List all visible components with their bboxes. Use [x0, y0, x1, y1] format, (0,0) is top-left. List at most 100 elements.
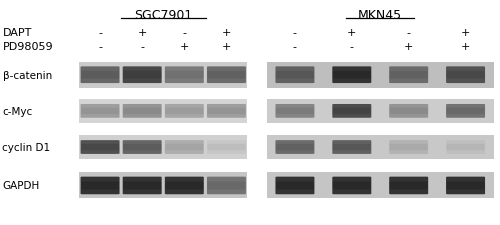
Bar	[248, 62, 266, 88]
Bar	[266, 62, 494, 88]
FancyBboxPatch shape	[123, 182, 161, 190]
FancyBboxPatch shape	[389, 104, 428, 118]
FancyBboxPatch shape	[276, 144, 314, 151]
FancyBboxPatch shape	[333, 72, 371, 79]
FancyBboxPatch shape	[207, 140, 246, 154]
FancyBboxPatch shape	[389, 177, 428, 194]
FancyBboxPatch shape	[122, 104, 162, 118]
Text: +: +	[138, 28, 147, 38]
Text: -: -	[293, 28, 297, 38]
FancyBboxPatch shape	[332, 67, 372, 84]
FancyBboxPatch shape	[276, 108, 314, 115]
Bar	[266, 173, 494, 198]
Text: cyclin D1: cyclin D1	[2, 142, 50, 152]
Text: +: +	[222, 28, 231, 38]
Bar	[248, 99, 266, 123]
FancyBboxPatch shape	[390, 144, 428, 151]
FancyBboxPatch shape	[446, 67, 485, 84]
FancyBboxPatch shape	[389, 67, 428, 84]
Text: +: +	[347, 28, 356, 38]
FancyBboxPatch shape	[333, 144, 371, 151]
Text: -: -	[140, 42, 144, 52]
Text: -: -	[406, 28, 410, 38]
FancyBboxPatch shape	[446, 144, 484, 151]
FancyBboxPatch shape	[122, 177, 162, 194]
FancyBboxPatch shape	[446, 140, 485, 154]
FancyBboxPatch shape	[333, 108, 371, 115]
Bar	[266, 99, 494, 123]
Text: PD98059: PD98059	[2, 42, 53, 52]
Text: +: +	[222, 42, 231, 52]
FancyBboxPatch shape	[446, 108, 484, 115]
FancyBboxPatch shape	[123, 144, 161, 151]
FancyBboxPatch shape	[276, 140, 314, 154]
FancyBboxPatch shape	[81, 182, 119, 190]
Text: -: -	[98, 42, 102, 52]
FancyBboxPatch shape	[208, 108, 246, 115]
FancyBboxPatch shape	[122, 140, 162, 154]
Text: DAPT: DAPT	[2, 28, 32, 38]
FancyBboxPatch shape	[80, 177, 120, 194]
FancyBboxPatch shape	[165, 67, 204, 84]
FancyBboxPatch shape	[165, 140, 204, 154]
Text: c-Myc: c-Myc	[2, 106, 33, 116]
Text: SGC7901: SGC7901	[134, 9, 192, 22]
Text: MKN45: MKN45	[358, 9, 403, 22]
FancyBboxPatch shape	[166, 144, 203, 151]
Bar	[248, 173, 266, 198]
FancyBboxPatch shape	[80, 67, 120, 84]
FancyBboxPatch shape	[389, 140, 428, 154]
FancyBboxPatch shape	[332, 104, 372, 118]
FancyBboxPatch shape	[332, 177, 372, 194]
FancyBboxPatch shape	[446, 177, 485, 194]
Text: β-catenin: β-catenin	[2, 70, 52, 80]
FancyBboxPatch shape	[390, 108, 428, 115]
FancyBboxPatch shape	[208, 182, 246, 190]
FancyBboxPatch shape	[123, 72, 161, 79]
FancyBboxPatch shape	[207, 104, 246, 118]
FancyBboxPatch shape	[166, 182, 203, 190]
FancyBboxPatch shape	[207, 67, 246, 84]
FancyBboxPatch shape	[81, 72, 119, 79]
Text: +: +	[180, 42, 189, 52]
Bar	[79, 135, 247, 159]
FancyBboxPatch shape	[446, 72, 484, 79]
FancyBboxPatch shape	[276, 104, 314, 118]
Text: GAPDH: GAPDH	[2, 181, 40, 191]
FancyBboxPatch shape	[208, 72, 246, 79]
FancyBboxPatch shape	[123, 108, 161, 115]
Text: -: -	[293, 42, 297, 52]
FancyBboxPatch shape	[166, 108, 203, 115]
Text: +: +	[461, 28, 470, 38]
Text: -: -	[98, 28, 102, 38]
FancyBboxPatch shape	[333, 182, 371, 190]
Bar	[248, 135, 266, 159]
FancyBboxPatch shape	[207, 177, 246, 194]
Bar	[79, 99, 247, 123]
FancyBboxPatch shape	[276, 182, 314, 190]
FancyBboxPatch shape	[276, 72, 314, 79]
FancyBboxPatch shape	[208, 144, 246, 151]
Bar	[79, 173, 247, 198]
FancyBboxPatch shape	[446, 104, 485, 118]
FancyBboxPatch shape	[276, 177, 314, 194]
FancyBboxPatch shape	[80, 104, 120, 118]
FancyBboxPatch shape	[390, 182, 428, 190]
FancyBboxPatch shape	[332, 140, 372, 154]
FancyBboxPatch shape	[122, 67, 162, 84]
FancyBboxPatch shape	[390, 72, 428, 79]
FancyBboxPatch shape	[276, 67, 314, 84]
Text: +: +	[461, 42, 470, 52]
FancyBboxPatch shape	[165, 177, 204, 194]
FancyBboxPatch shape	[446, 182, 484, 190]
FancyBboxPatch shape	[166, 72, 203, 79]
Text: +: +	[404, 42, 413, 52]
FancyBboxPatch shape	[80, 140, 120, 154]
FancyBboxPatch shape	[81, 108, 119, 115]
Text: -: -	[182, 28, 186, 38]
FancyBboxPatch shape	[81, 144, 119, 151]
Text: -: -	[350, 42, 354, 52]
Bar	[266, 135, 494, 159]
Bar	[79, 62, 247, 88]
FancyBboxPatch shape	[165, 104, 204, 118]
